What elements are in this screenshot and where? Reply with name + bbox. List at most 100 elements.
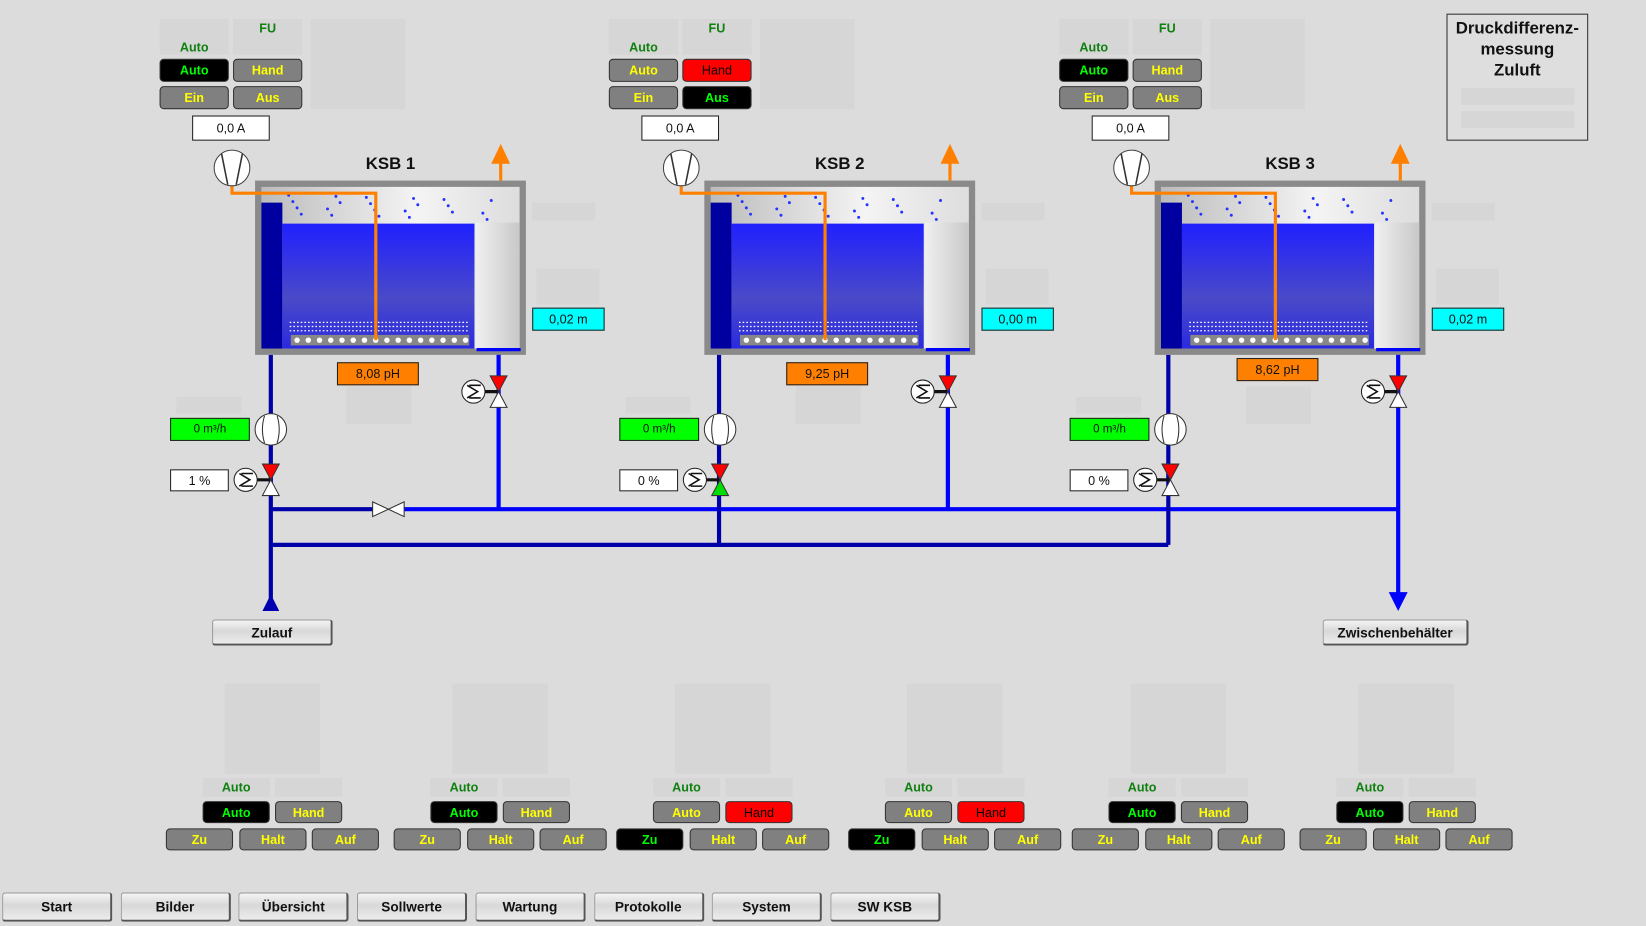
- nav-wartung[interactable]: Wartung: [475, 892, 586, 922]
- valve-group-3-auf-button[interactable]: Auf: [762, 828, 830, 851]
- valve-group-5-halt-button[interactable]: Halt: [1145, 828, 1213, 851]
- nav-sollwerte[interactable]: Sollwerte: [356, 892, 468, 922]
- ksb1-aerator-nozzle: [395, 337, 401, 343]
- ksb1-air-bubble: [442, 198, 446, 201]
- ksb2-outlet-valve-actuator-icon: [910, 379, 935, 404]
- ksb2-air-bubble: [865, 203, 869, 207]
- ksb3-aerator-nozzle: [1238, 337, 1245, 343]
- nav-start[interactable]: Start: [2, 892, 113, 922]
- valve-group-6-zu-button[interactable]: Zu: [1299, 828, 1367, 851]
- nav-bilder[interactable]: Bilder: [120, 892, 231, 922]
- ksb3-current-display: 0,0 A: [1091, 115, 1170, 141]
- ksb2-ein-button[interactable]: Ein: [608, 86, 679, 110]
- ksb2-aus-button[interactable]: Aus: [682, 86, 752, 110]
- ksb1-mode-label: Auto: [179, 39, 209, 55]
- valve-group-5-auto-button[interactable]: Auto: [1108, 801, 1176, 824]
- ksb3-ein-button[interactable]: Ein: [1059, 86, 1129, 110]
- valve-group-2-halt-button[interactable]: Halt: [467, 828, 535, 851]
- valve-group-3-auto-button[interactable]: Auto: [652, 801, 721, 824]
- ksb2-placeholder: [981, 202, 1045, 221]
- ksb2-aerator-nozzle: [777, 337, 783, 343]
- nav-sw-ksb[interactable]: SW KSB: [830, 892, 941, 922]
- intermediate-tank-button[interactable]: Zwischenbehälter: [1322, 619, 1469, 646]
- ksb1-current-display: 0,0 A: [192, 115, 270, 141]
- ksb3-placeholder: [1132, 18, 1202, 55]
- valve-group-1-auto-button[interactable]: Auto: [202, 801, 270, 824]
- ksb1-placeholder: [233, 18, 303, 55]
- valve-group-3-placeholder: [674, 683, 771, 774]
- ksb3-aerator-nozzle: [1216, 337, 1222, 343]
- ksb3-aus-button[interactable]: Aus: [1132, 86, 1202, 110]
- ksb1-aus-button[interactable]: Aus: [233, 86, 303, 110]
- ksb1-aerator-nozzle: [328, 337, 334, 343]
- ksb1-inlet-column: [261, 202, 283, 349]
- ksb2-fu-label: FU: [708, 20, 726, 36]
- ksb1-auto-button[interactable]: Auto: [159, 58, 229, 82]
- valve-group-6-placeholder: [1408, 777, 1476, 797]
- ksb3-outlet-valve-actuator-icon: [1360, 379, 1386, 404]
- ksb3-hand-button[interactable]: Hand: [1132, 58, 1202, 82]
- valve-group-6-auto-button[interactable]: Auto: [1336, 801, 1404, 824]
- valve-group-3-halt-button[interactable]: Halt: [689, 828, 757, 851]
- valve-group-6-halt-button[interactable]: Halt: [1373, 828, 1441, 851]
- ksb1-air-bubble: [295, 206, 299, 210]
- valve-group-6-hand-button[interactable]: Hand: [1408, 801, 1476, 824]
- valve-group-2-auf-button[interactable]: Auf: [539, 828, 607, 851]
- valve-group-2-hand-button[interactable]: Hand: [502, 801, 570, 824]
- ksb2-aerator-nozzle: [878, 337, 884, 343]
- ksb2-placeholder: [985, 268, 1049, 305]
- ksb3-air-bubble: [1346, 204, 1350, 208]
- inlet-button[interactable]: Zulauf: [212, 619, 333, 646]
- valve-group-5-zu-button[interactable]: Zu: [1071, 828, 1139, 851]
- ksb3-air-bubble: [1264, 195, 1268, 199]
- ksb2-aerator: [740, 334, 919, 346]
- ksb1-blower-blades: [220, 153, 244, 185]
- ksb2-auto-button[interactable]: Auto: [608, 58, 679, 82]
- valve-group-1-zu-button[interactable]: Zu: [165, 828, 234, 851]
- valve-group-2-placeholder: [502, 777, 570, 797]
- valve-group-1-placeholder: [202, 777, 270, 797]
- valve-group-3-hand-button[interactable]: Hand: [725, 801, 793, 824]
- ksb3-valve-opening-display: 0 %: [1069, 469, 1129, 492]
- valve-group-4-hand-button[interactable]: Hand: [957, 801, 1025, 824]
- valve-group-3-placeholder: [725, 777, 793, 797]
- ksb1-flow-display: 0 m³/h: [170, 417, 250, 441]
- valve-group-4-auf-button[interactable]: Auf: [994, 828, 1062, 851]
- valve-group-4-zu-button[interactable]: Zu: [848, 828, 916, 851]
- valve-group-4-auto-button[interactable]: Auto: [884, 801, 953, 824]
- pressure-panel-line2: messung: [1480, 40, 1555, 59]
- valve-group-5-auf-button[interactable]: Auf: [1217, 828, 1285, 851]
- ksb3-auto-button[interactable]: Auto: [1059, 58, 1129, 82]
- ksb3-air-bubble: [1238, 201, 1242, 205]
- nav-übersicht[interactable]: Übersicht: [238, 892, 349, 922]
- ksb3-air-bubble: [1315, 203, 1319, 207]
- ksb2-blower-icon: [662, 149, 700, 187]
- valve-group-1-halt-button[interactable]: Halt: [239, 828, 307, 851]
- ksb3-air-bubble: [1229, 213, 1233, 217]
- ksb2-valve-opening-display: 0 %: [619, 469, 679, 492]
- ksb2-hand-button[interactable]: Hand: [682, 58, 752, 82]
- valve-group-4-halt-button[interactable]: Halt: [921, 828, 989, 851]
- ksb1-hand-button[interactable]: Hand: [233, 58, 303, 82]
- ksb3-blower-blades: [1120, 153, 1143, 185]
- valve-group-2-zu-button[interactable]: Zu: [393, 828, 461, 851]
- ksb3-aerator-nozzle: [1295, 337, 1301, 343]
- valve-group-5-hand-button[interactable]: Hand: [1180, 801, 1249, 824]
- valve-group-1-hand-button[interactable]: Hand: [275, 801, 343, 824]
- valve-group-3-zu-button[interactable]: Zu: [616, 828, 684, 851]
- ksb1-blower-icon: [213, 149, 251, 187]
- valve-group-1-auf-button[interactable]: Auf: [311, 828, 379, 851]
- valve-group-2-auto-button[interactable]: Auto: [430, 801, 498, 824]
- ksb1-ein-button[interactable]: Ein: [159, 86, 229, 110]
- ksb3-air-bubble: [1342, 198, 1346, 201]
- valve-group-6-auf-button[interactable]: Auf: [1445, 828, 1513, 851]
- ksb1-air-bubble: [481, 211, 485, 215]
- nav-system[interactable]: System: [711, 892, 823, 922]
- pressure-differential-panel[interactable]: Druckdifferenz- messung Zuluft: [1446, 13, 1589, 141]
- ksb1-inlet-valve-bottom-icon: [261, 478, 281, 497]
- nav-protokolle[interactable]: Protokolle: [593, 892, 704, 922]
- ksb2-water: [731, 223, 924, 349]
- ksb1-aerator-nozzle: [429, 337, 435, 343]
- ksb2-flowmeter-arcs: [711, 415, 730, 444]
- ksb1-outlet-valve-top-icon: [489, 375, 508, 393]
